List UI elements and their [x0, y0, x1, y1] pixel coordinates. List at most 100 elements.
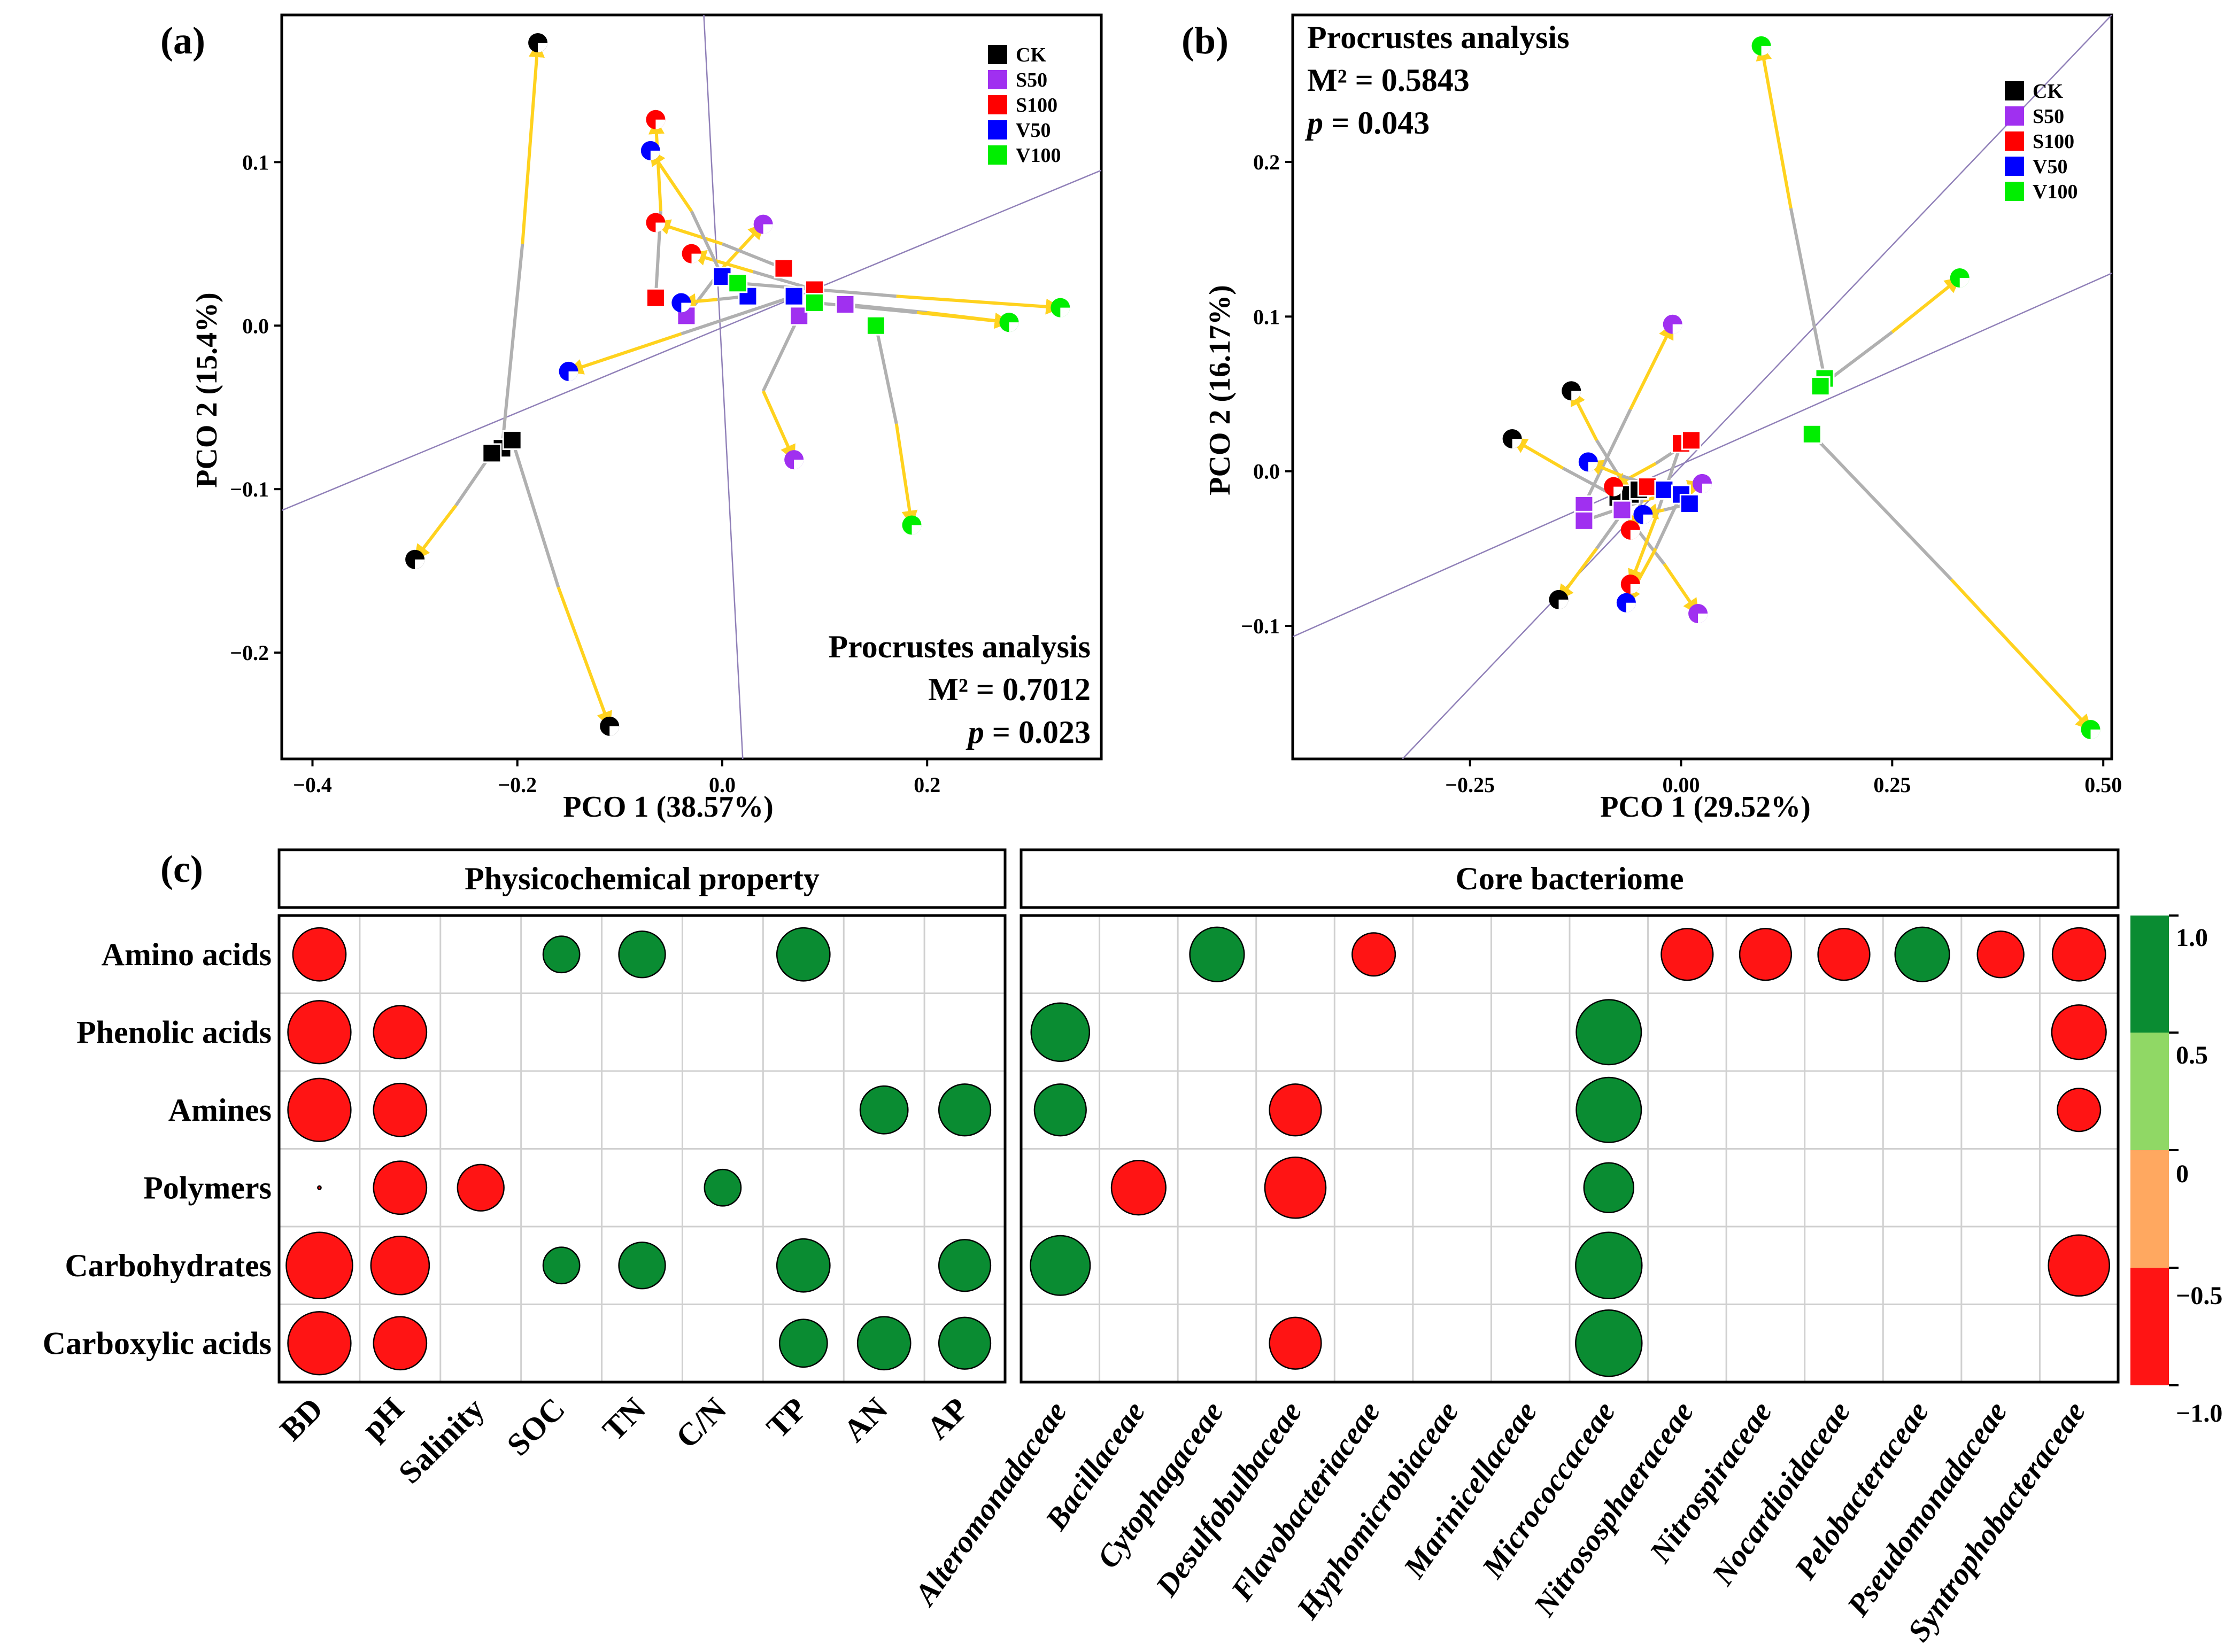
panel-a-y-axis-title: PCO 2 (15.4%)	[190, 292, 223, 488]
panel-b-plot-area	[1293, 15, 2112, 759]
right-bubble-amino-acids-pseudomonadaceae	[1976, 930, 2025, 979]
panel-a-square-point-11	[784, 286, 804, 306]
panel-a-legend-label-CK: CK	[1016, 44, 1046, 66]
panel-b-circle-wedge-13	[1959, 277, 1970, 288]
panel-a-plot-frame	[280, 13, 1103, 761]
panel-b-y-tick-label-3: 0.2	[1253, 150, 1280, 174]
row-label-1: Phenolic acids	[76, 1014, 272, 1050]
panel-a-link-8	[752, 270, 815, 291]
left-bubble-amines-ph	[373, 1082, 428, 1137]
panel-b-annotation-m2: M² = 0.5843	[1307, 63, 1470, 98]
panel-a-circle-wedge-3	[763, 224, 773, 234]
right-bubble-amino-acids-cytophagaceae	[1189, 926, 1245, 982]
colorbar-tick-label-3: −0.5	[2176, 1282, 2222, 1310]
panel-b-circle-point-11	[1633, 505, 1653, 524]
panel-a-annotation-m2: M² = 0.7012	[928, 672, 1091, 707]
panel-b-circle-point-6	[1620, 520, 1640, 540]
left-bubble-carbohydrates-ap	[938, 1239, 992, 1292]
row-label-3: Polymers	[143, 1170, 272, 1205]
panel-a-arrow-1	[413, 504, 458, 561]
right-bubble-amines-micrococcaceae	[1575, 1076, 1642, 1143]
panel-b-legend-label-S100: S100	[2033, 130, 2074, 153]
right-bubble-phenolic-acids-alteromonadaceae	[1030, 1002, 1091, 1062]
panel-a-square-point-12	[728, 273, 748, 293]
left-bubble-carbohydrates-tp	[776, 1238, 831, 1293]
colorbar-tick-label-2: 0	[2176, 1160, 2189, 1188]
right-bubble-amino-acids-flavobacteriaceae	[1351, 932, 1396, 977]
panel-b-link-12	[1789, 208, 1826, 379]
left-bubble-carboxylic-acids-ph	[373, 1316, 428, 1371]
left-bubble-polymers-cn	[704, 1168, 742, 1207]
left-bubble-amines-an	[859, 1085, 909, 1135]
right-bubble-carboxylic-acids-desulfobulbaceae	[1269, 1316, 1322, 1370]
panel-a-arrow-12	[896, 294, 1062, 315]
panel-a-circle-point-11	[559, 361, 578, 381]
left-col-label-3: SOC	[500, 1391, 571, 1463]
panel-a-square-point-7	[774, 258, 794, 278]
panel-b-legend-swatch-V50	[2005, 157, 2024, 176]
right-bubble-amino-acids-nocardioidaceae	[1817, 928, 1871, 981]
panel-b-x-tick-label-0: −0.25	[1445, 773, 1495, 797]
left-bubble-amino-acids-bd	[292, 927, 347, 982]
colorbar-segment-1	[2130, 1033, 2169, 1150]
panel-b-circle-point-1	[1562, 381, 1581, 401]
panel-b-x-tick-label-1: 0.00	[1663, 773, 1700, 797]
right-bubble-phenolic-acids-syntrophobacteraceae	[2051, 1004, 2107, 1060]
right-bubble-phenolic-acids-micrococcaceae	[1575, 999, 1642, 1066]
panel-a-arrow-3	[721, 223, 764, 270]
panel-a-circle-wedge-6	[655, 119, 666, 129]
left-bubble-amino-acids-tp	[776, 927, 831, 982]
panel-b-arrow-0	[1511, 437, 1564, 470]
panel-b-legend-label-V100: V100	[2033, 181, 2077, 203]
right-bubble-amines-syntrophobacteraceae	[2057, 1088, 2102, 1133]
panel-a: (a) −0.4 −0.2 0.0 0.2 −0.2 −0.1 0.0 0.1 PCO 1 (…	[160, 13, 1103, 824]
panel-b-annotation-p: p = 0.043	[1304, 105, 1430, 141]
panel-b-circle-point-8	[1604, 477, 1624, 497]
panel-a-circle-point-9	[640, 141, 660, 160]
left-bubble-amines-bd	[287, 1077, 352, 1142]
left-col-label-8: AP	[920, 1391, 975, 1446]
panel-a-circle-point-1	[405, 549, 425, 569]
panel-a-link-13	[814, 301, 917, 314]
panel-a-link-4	[761, 315, 801, 392]
left-bubble-amino-acids-soc	[542, 935, 581, 974]
panel-a-link-0	[500, 244, 524, 449]
colorbar-segment-2	[2130, 1150, 2169, 1268]
panel-a-circle-wedge-11	[568, 371, 578, 381]
panel-a-legend-swatch-CK	[988, 45, 1007, 64]
panel-a-y-tick-label-3: 0.1	[242, 150, 269, 174]
panel-c: (c) Physicochemical property Core bacter…	[43, 848, 2223, 1648]
panel-a-square-point-6	[645, 288, 666, 308]
panel-a-circle-point-14	[902, 515, 922, 535]
right-col-label-10: Nocardioidaceae	[1705, 1395, 1857, 1592]
panel-c-label: (c)	[160, 848, 203, 890]
panel-b-circle-wedge-12	[1761, 45, 1771, 56]
panel-b-x-axis-title: PCO 1 (29.52%)	[1600, 790, 1811, 824]
panel-a-arrow-13	[916, 311, 1011, 329]
panel-a-circle-wedge-0	[538, 43, 548, 53]
panel-a-y-tick-label-2: 0.0	[242, 314, 269, 338]
panel-b-circle-wedge-6	[1630, 530, 1640, 540]
right-bubble-amines-alteromonadaceae	[1033, 1083, 1087, 1137]
panel-a-circle-point-3	[753, 214, 773, 234]
panel-a-legend-swatch-S100	[988, 95, 1007, 114]
left-col-label-7: AN	[837, 1391, 894, 1449]
left-bubble-polymers-bd	[317, 1185, 322, 1190]
right-bubble-polymers-micrococcaceae	[1583, 1162, 1635, 1213]
panel-a-legend-swatch-S50	[988, 70, 1007, 89]
panel-a-annotation-p: p = 0.023	[966, 715, 1091, 750]
panel-b-circle-wedge-5	[1698, 613, 1708, 623]
panel-a-x-axis-title: PCO 1 (38.57%)	[563, 790, 774, 824]
panel-a-circle-point-4	[784, 450, 804, 470]
panel-a-link-2	[511, 439, 560, 588]
panel-b-y-tick-label-2: 0.1	[1253, 305, 1280, 329]
panel-b-circle-point-2	[1549, 590, 1569, 609]
panel-b-x-tick-label-3: 0.50	[2084, 773, 2122, 797]
right-bubble-carboxylic-acids-micrococcaceae	[1575, 1309, 1643, 1377]
panel-a-fit-line-1	[703, 15, 744, 759]
panel-b-plot-frame	[1291, 13, 2113, 761]
panel-a-x-tick-label-3: 0.2	[914, 773, 940, 797]
panel-b-arrow-13	[1891, 276, 1961, 333]
panel-a-link-9	[690, 210, 724, 277]
panel-b-square-point-6	[1637, 477, 1657, 497]
